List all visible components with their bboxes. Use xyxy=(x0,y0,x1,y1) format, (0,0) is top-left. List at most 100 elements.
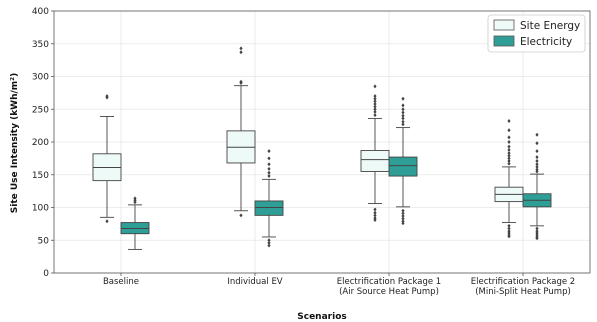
outlier-point xyxy=(401,216,405,221)
outlier-point xyxy=(267,170,271,175)
box-electricity-electrification-package-1 xyxy=(388,96,418,226)
outlier-point xyxy=(507,140,511,144)
outlier-point xyxy=(535,226,539,231)
box-site-energy-individual-ev xyxy=(226,46,256,218)
box-electricity-individual-ev xyxy=(254,149,284,248)
y-tick-label: 350 xyxy=(32,40,49,50)
outlier-point xyxy=(267,243,271,248)
outlier-point xyxy=(267,238,271,243)
x-axis-categories: Baseline Individual EV Electrification Pac… xyxy=(103,273,575,297)
outlier-point xyxy=(267,162,271,167)
outlier-point xyxy=(373,109,377,114)
outlier-point xyxy=(239,50,243,55)
outlier-point xyxy=(373,96,377,101)
outlier-point xyxy=(507,156,511,161)
outlier-point xyxy=(535,169,539,174)
outlier-point xyxy=(507,147,511,152)
outlier-point xyxy=(373,107,377,112)
outlier-point xyxy=(267,174,271,179)
y-tick-label: 400 xyxy=(32,7,49,17)
outlier-point xyxy=(401,214,405,219)
outlier-point xyxy=(535,149,539,154)
outlier-point xyxy=(507,226,511,231)
x-tick-label-electrification-package-1-line-2: (Air Source Heat Pump) xyxy=(339,287,439,297)
outlier-point xyxy=(373,99,377,104)
outlier-point xyxy=(401,96,405,101)
outlier-point xyxy=(105,219,109,224)
y-tick-label: 100 xyxy=(32,204,49,214)
outlier-point xyxy=(373,213,377,218)
outlier-point xyxy=(373,94,377,99)
outlier-point xyxy=(373,113,377,118)
y-tick-label: 150 xyxy=(32,171,49,181)
legend-label-site-energy: Site Energy xyxy=(520,20,580,32)
x-tick-label-electrification-package-2: Electrification Package 2 xyxy=(471,277,575,287)
y-tick-label: 250 xyxy=(32,105,49,115)
outlier-point xyxy=(507,135,511,140)
outlier-point xyxy=(401,208,405,213)
legend: Site Energy Electricity xyxy=(487,14,586,53)
outlier-point xyxy=(535,236,539,241)
outlier-point xyxy=(239,81,243,86)
outlier-point xyxy=(535,132,539,137)
outlier-point xyxy=(507,144,511,149)
outlier-point xyxy=(535,162,539,167)
outlier-point xyxy=(373,84,377,89)
outlier-point xyxy=(507,153,511,158)
outlier-point xyxy=(507,161,511,166)
box-series xyxy=(92,46,552,250)
outlier-point xyxy=(267,149,271,154)
outlier-point xyxy=(507,223,511,228)
outlier-point xyxy=(507,119,511,124)
outlier-point xyxy=(267,156,271,161)
outlier-point xyxy=(401,107,405,112)
x-tick-label-baseline: Baseline xyxy=(103,277,139,287)
box-site-energy-electrification-package-1 xyxy=(360,84,390,222)
outlier-point xyxy=(401,119,405,124)
box-site-energy-baseline xyxy=(92,94,122,224)
y-tick-label: 300 xyxy=(32,73,49,83)
legend-swatch-site-energy xyxy=(493,19,515,31)
y-axis-title: Site Use Intensity (kWh/m²) xyxy=(10,73,20,213)
outlier-point xyxy=(535,164,539,169)
outlier-point xyxy=(401,116,405,121)
x-tick-label-electrification-package-1: Electrification Package 1 xyxy=(337,277,441,287)
box-electricity-baseline xyxy=(120,196,150,250)
legend-swatch-electricity xyxy=(493,35,515,47)
outlier-point xyxy=(507,234,511,239)
outlier-point xyxy=(401,110,405,115)
outlier-point xyxy=(401,122,405,127)
box-site-energy-electrification-package-2 xyxy=(494,119,524,239)
x-tick-label-individual-ev: Individual EV xyxy=(227,277,282,287)
legend-label-electricity: Electricity xyxy=(520,36,572,48)
outlier-point xyxy=(239,46,243,51)
outlier-point xyxy=(401,103,405,108)
outlier-point xyxy=(401,113,405,118)
outlier-point xyxy=(401,211,405,216)
y-tick-label: 50 xyxy=(38,236,50,246)
outlier-point xyxy=(507,128,511,133)
outlier-point xyxy=(239,213,243,218)
outlier-point xyxy=(373,102,377,107)
outlier-point xyxy=(507,151,511,156)
outlier-point xyxy=(133,200,137,205)
outlier-point xyxy=(401,221,405,226)
outlier-point xyxy=(373,217,377,222)
y-tick-label: 200 xyxy=(32,138,49,148)
box-electricity-electrification-package-2 xyxy=(522,132,552,241)
outlier-point xyxy=(535,158,539,163)
outlier-point xyxy=(535,155,539,160)
x-axis-title: Scenarios xyxy=(297,312,346,322)
outlier-point xyxy=(267,166,271,171)
outlier-point xyxy=(373,210,377,215)
x-tick-label-electrification-package-2-line-2: (Mini-Split Heat Pump) xyxy=(475,287,571,297)
outlier-point xyxy=(267,240,271,245)
outlier-point xyxy=(507,158,511,163)
y-axis-ticks: 0 50 100 150 200 250 300 350 400 xyxy=(32,7,54,279)
outlier-point xyxy=(535,141,539,146)
y-tick-label: 0 xyxy=(43,269,49,279)
outlier-point xyxy=(373,207,377,212)
box-iqr xyxy=(388,156,418,177)
outlier-point xyxy=(105,94,109,99)
